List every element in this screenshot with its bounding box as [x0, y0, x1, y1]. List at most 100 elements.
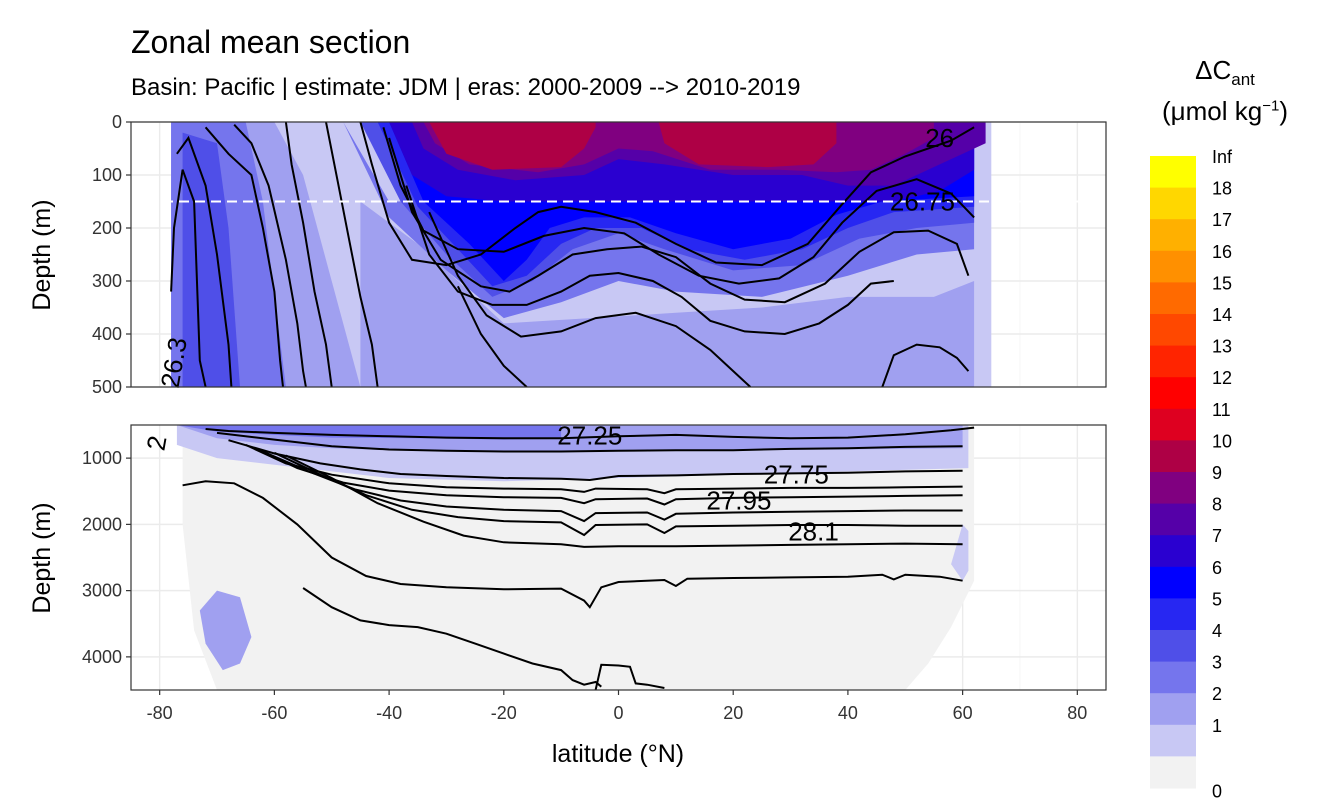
isopycnal-contour: [176, 135, 233, 387]
isopycnal-contour: [428, 211, 752, 387]
isopycnal-contour: [285, 454, 963, 548]
x-tick-label: -40: [376, 703, 402, 723]
legend-swatch: [1150, 503, 1196, 536]
legend-label: Inf: [1212, 147, 1233, 167]
isopycnal-contour: [382, 127, 975, 285]
isopycnal-contour: [359, 122, 975, 267]
fill-layer-lower: [176, 425, 975, 690]
legend-swatch: [1150, 724, 1196, 757]
legend-swatch: [1150, 472, 1196, 505]
contour-label: 2: [141, 433, 173, 452]
chart-title: Zonal mean section: [131, 24, 411, 60]
legend-swatch: [1150, 282, 1196, 315]
legend-units-post: ): [1279, 95, 1288, 126]
isopycnal-contour: [233, 124, 307, 387]
legend-label: 7: [1212, 526, 1222, 546]
isopycnal-contour: [262, 450, 963, 523]
legend-title-units: (μmol kg−1): [1150, 93, 1300, 131]
contour-layer-upper: [170, 122, 975, 387]
y-tick-label: 1000: [82, 448, 122, 468]
legend-units-sup: −1: [1262, 97, 1280, 115]
legend-label: 14: [1212, 305, 1232, 325]
y-tick-label: 3000: [82, 581, 122, 601]
isopycnal-contour: [256, 447, 963, 506]
y-tick-label: 300: [92, 271, 122, 291]
y-tick-label: 200: [92, 218, 122, 238]
fill-band-10: [658, 122, 837, 168]
legend-swatch: [1150, 756, 1196, 789]
x-tick-label: -80: [147, 703, 173, 723]
isopycnal-contour: [216, 431, 963, 453]
x-tick-label: 0: [613, 703, 623, 723]
fill-band-2: [199, 590, 252, 671]
legend-label: 16: [1212, 242, 1232, 262]
contour-label: 28.1: [788, 517, 839, 547]
isopycnal-contour: [205, 426, 975, 440]
isopycnal-contour: [456, 285, 528, 387]
legend-swatch: [1150, 219, 1196, 252]
isopycnal-contour: [388, 137, 970, 304]
legend-swatch: [1150, 408, 1196, 441]
fill-band-2: [360, 201, 975, 387]
y-tick-label: 4000: [82, 647, 122, 667]
x-tick-label: 20: [723, 703, 743, 723]
contour-label: 27.75: [764, 460, 829, 490]
legend-label: 0: [1212, 781, 1222, 801]
legend-swatch: [1150, 535, 1196, 568]
y-tick-label: 100: [92, 165, 122, 185]
isopycnal-contour: [228, 439, 963, 482]
legend-swatch: [1150, 566, 1196, 599]
panel-border-upper: [130, 121, 1107, 388]
isopycnal-contour: [245, 443, 963, 495]
legend-title-sub: ant: [1231, 70, 1255, 90]
y-tick-label: 500: [92, 377, 122, 397]
isopycnal-contour: [204, 126, 284, 387]
y-axis-title-lower: Depth (m): [28, 502, 56, 613]
legend-label: 9: [1212, 463, 1222, 483]
chart-subtitle: Basin: Pacific | estimate: JDM | eras: 2…: [131, 74, 801, 101]
legend-label: 13: [1212, 337, 1232, 357]
legend-swatch: [1150, 377, 1196, 410]
legend-label: 17: [1212, 210, 1232, 230]
legend-label: 12: [1212, 368, 1232, 388]
isopycnal-contour: [182, 480, 963, 609]
legend-label: 18: [1212, 179, 1232, 199]
legend-label: 15: [1212, 273, 1232, 293]
legend-swatch: [1150, 630, 1196, 663]
y-tick-label: 400: [92, 324, 122, 344]
x-tick-label: 80: [1067, 703, 1087, 723]
legend-units-pre: (μmol kg: [1162, 95, 1263, 126]
fill-layer-upper: [171, 122, 992, 387]
isopycnal-contour: [881, 343, 970, 387]
legend-swatch: [1150, 661, 1196, 694]
y-axis-title-upper: Depth (m): [28, 199, 56, 310]
fill-band-10: [429, 122, 596, 170]
legend-swatch: [1150, 314, 1196, 347]
contour-label: 26.75: [890, 187, 955, 217]
isopycnal-contour: [284, 122, 333, 387]
legend-title-quantity: ΔCant: [1150, 52, 1300, 93]
legend-label: 2: [1212, 684, 1222, 704]
contour-label: 26: [925, 123, 954, 153]
contour-label: 27.95: [706, 486, 771, 516]
fill-band-3: [176, 425, 562, 440]
y-tick-label: 2000: [82, 514, 122, 534]
legend-swatch: [1150, 598, 1196, 631]
legend-swatch: [1150, 187, 1196, 220]
legend-label: 6: [1212, 558, 1222, 578]
legend-label: 1: [1212, 716, 1222, 736]
legend-title-main: ΔC: [1195, 55, 1232, 85]
x-axis-title: latitude (°N): [552, 740, 684, 768]
legend-label: 11: [1212, 400, 1231, 420]
legend-label: 3: [1212, 653, 1222, 673]
fill-band-1: [951, 524, 969, 581]
isopycnal-contour: [594, 663, 665, 690]
x-tick-label: 60: [953, 703, 973, 723]
isopycnal-contour: [405, 185, 894, 336]
legend-label: 8: [1212, 495, 1222, 515]
isopycnal-contour: [325, 122, 379, 387]
